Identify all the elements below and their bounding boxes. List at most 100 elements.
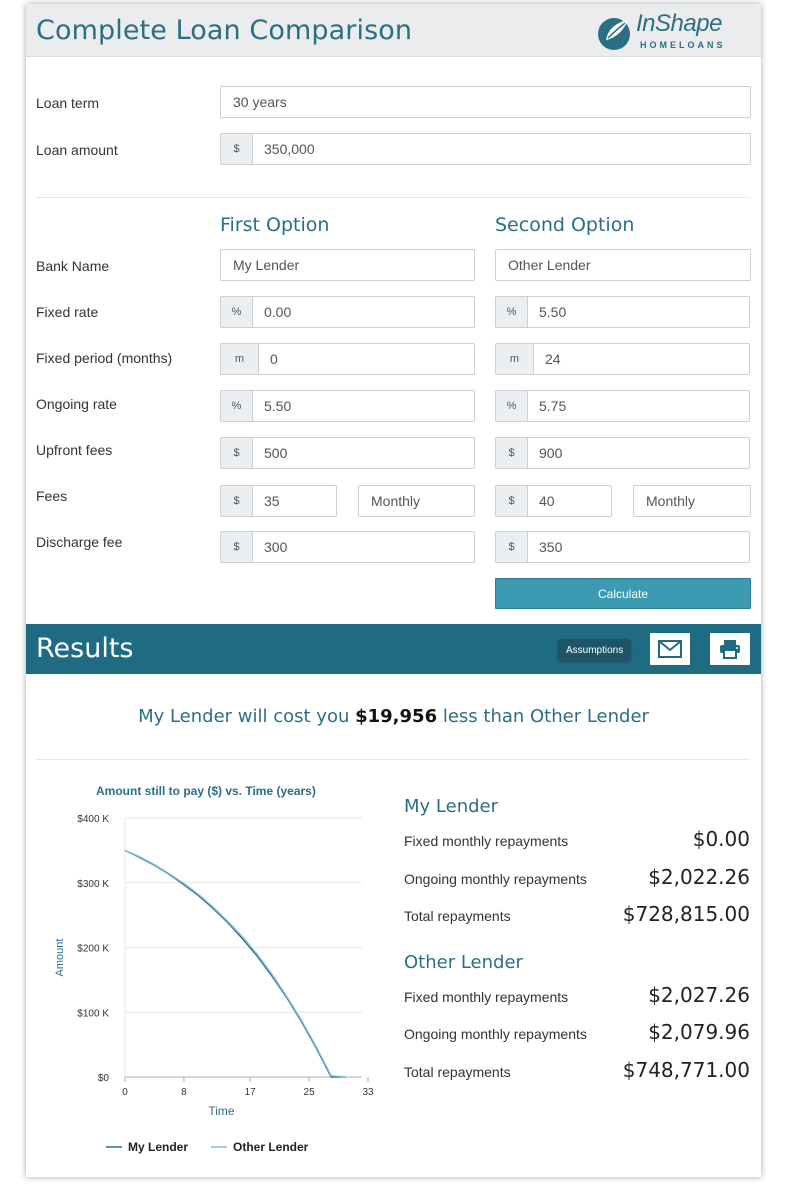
x-tick-label: 33: [362, 1087, 374, 1098]
upfront-fees-label: Upfront fees: [36, 442, 113, 458]
divider: [36, 759, 750, 760]
first-fixed-period-value: 0: [270, 351, 278, 367]
logo-word: InShape: [636, 10, 722, 37]
y-tick-label: $300 K: [77, 879, 109, 890]
chart-title: Amount still to pay ($) vs. Time (years): [96, 784, 316, 798]
second-fees-input[interactable]: $ 40: [495, 485, 612, 517]
print-button[interactable]: [710, 633, 750, 665]
second-discharge-fee-input[interactable]: $ 350: [495, 531, 750, 563]
lender2-total-value: $748,771.00: [622, 1058, 750, 1082]
leaf-logo-icon: [598, 18, 630, 50]
second-fixed-period-input[interactable]: m 24: [495, 343, 750, 375]
loan-amount-value: 350,000: [264, 141, 315, 157]
second-ongoing-rate-input[interactable]: % 5.75: [495, 390, 750, 422]
lender1-total-label: Total repayments: [404, 908, 511, 924]
fixed-period-label: Fixed period (months): [36, 350, 173, 366]
summary-prefix: My Lender will cost you: [138, 706, 350, 727]
percent-addon: %: [496, 391, 528, 421]
dollar-addon: $: [221, 486, 253, 516]
second-option-heading: Second Option: [495, 214, 635, 236]
percent-addon: %: [221, 297, 253, 327]
y-tick-label: $0: [98, 1073, 110, 1084]
envelope-icon: [658, 640, 682, 658]
first-bank-name-value: My Lender: [233, 257, 300, 273]
second-fixed-period-value: 24: [545, 351, 561, 367]
second-ongoing-rate-value: 5.75: [539, 398, 567, 414]
loan-term-value: 30 years: [233, 94, 287, 110]
first-ongoing-rate-value: 5.50: [264, 398, 292, 414]
first-bank-name-input[interactable]: My Lender: [220, 249, 475, 281]
y-tick-label: $100 K: [77, 1008, 109, 1019]
summary-amount: $19,956: [355, 706, 438, 727]
second-discharge-fee-value: 350: [539, 539, 563, 555]
discharge-fee-label: Discharge fee: [36, 534, 123, 550]
email-button[interactable]: [650, 633, 690, 665]
percent-addon: %: [221, 391, 253, 421]
fixed-rate-label: Fixed rate: [36, 304, 99, 320]
brand-logo: InShape HOMELOANS: [596, 10, 751, 52]
calculator-card: Complete Loan Comparison InShape HOMELOA…: [26, 4, 761, 1177]
comparison-summary: My Lender will cost you $19,956 less tha…: [26, 706, 761, 727]
fees-label: Fees: [36, 488, 68, 504]
first-fees-frequency-select[interactable]: Monthly: [358, 485, 475, 517]
printer-icon: [720, 640, 740, 659]
series-line-2: [124, 849, 346, 1078]
first-fees-value: 35: [264, 493, 280, 509]
second-fees-frequency-select[interactable]: Monthly: [633, 485, 751, 517]
first-fixed-period-input[interactable]: m 0: [220, 343, 475, 375]
loan-amount-input[interactable]: $ 350,000: [220, 133, 751, 165]
results-title: Results: [36, 633, 134, 664]
lender1-ongoing-value: $2,022.26: [648, 865, 750, 889]
second-fixed-rate-input[interactable]: % 5.50: [495, 296, 750, 328]
dollar-addon: $: [496, 438, 528, 468]
second-fees-frequency-value: Monthly: [646, 493, 696, 509]
first-upfront-fees-input[interactable]: $ 500: [220, 437, 475, 469]
ongoing-rate-label: Ongoing rate: [36, 396, 117, 412]
first-fixed-rate-input[interactable]: % 0.00: [220, 296, 475, 328]
second-bank-name-input[interactable]: Other Lender: [495, 249, 751, 281]
lender2-fixed-value: $2,027.26: [648, 983, 750, 1007]
loan-term-label: Loan term: [36, 95, 100, 111]
balance-chart: $0 $100 K $200 K $300 K $400 K 0 8 17 25 33 Time Am…: [54, 814, 374, 1154]
first-fees-frequency-value: Monthly: [371, 493, 421, 509]
lender2-ongoing-label: Ongoing monthly repayments: [404, 1026, 587, 1042]
bank-name-label: Bank Name: [36, 258, 110, 274]
lender1-total-value: $728,815.00: [622, 902, 750, 926]
lender2-fixed-label: Fixed monthly repayments: [404, 989, 569, 1005]
legend-label: My Lender: [128, 1140, 188, 1154]
header: Complete Loan Comparison InShape HOMELOA…: [26, 4, 761, 57]
loan-term-select[interactable]: 30 years: [220, 86, 751, 118]
lender1-heading: My Lender: [404, 796, 498, 817]
first-upfront-fees-value: 500: [264, 445, 288, 461]
second-fixed-rate-value: 5.50: [539, 304, 567, 320]
lender1-fixed-value: $0.00: [692, 827, 750, 851]
y-axis-label: Amount: [54, 939, 66, 977]
first-fixed-rate-value: 0.00: [264, 304, 292, 320]
legend-label: Other Lender: [233, 1140, 309, 1154]
dollar-addon: $: [221, 134, 253, 164]
first-discharge-fee-input[interactable]: $ 300: [220, 531, 475, 563]
y-tick-label: $400 K: [77, 814, 109, 825]
x-tick-label: 0: [122, 1087, 128, 1098]
lender2-ongoing-value: $2,079.96: [648, 1020, 750, 1044]
assumptions-button[interactable]: Assumptions: [558, 639, 632, 661]
y-tick-label: $200 K: [77, 944, 109, 955]
months-addon: m: [221, 344, 259, 374]
lender1-ongoing-label: Ongoing monthly repayments: [404, 871, 587, 887]
x-axis-label: Time: [208, 1104, 235, 1118]
second-upfront-fees-input[interactable]: $ 900: [495, 437, 750, 469]
first-ongoing-rate-input[interactable]: % 5.50: [220, 390, 475, 422]
x-tick-label: 25: [304, 1087, 316, 1098]
logo-subword: HOMELOANS: [640, 40, 726, 50]
lender2-heading: Other Lender: [404, 952, 523, 973]
x-tick-label: 8: [181, 1087, 187, 1098]
dollar-addon: $: [221, 438, 253, 468]
second-upfront-fees-value: 900: [539, 445, 563, 461]
dollar-addon: $: [221, 532, 253, 562]
calculate-button[interactable]: Calculate: [495, 578, 751, 609]
first-fees-input[interactable]: $ 35: [220, 485, 337, 517]
results-bar: Results Assumptions: [26, 624, 761, 674]
lender1-fixed-label: Fixed monthly repayments: [404, 833, 569, 849]
first-discharge-fee-value: 300: [264, 539, 288, 555]
page-title: Complete Loan Comparison: [36, 15, 413, 46]
